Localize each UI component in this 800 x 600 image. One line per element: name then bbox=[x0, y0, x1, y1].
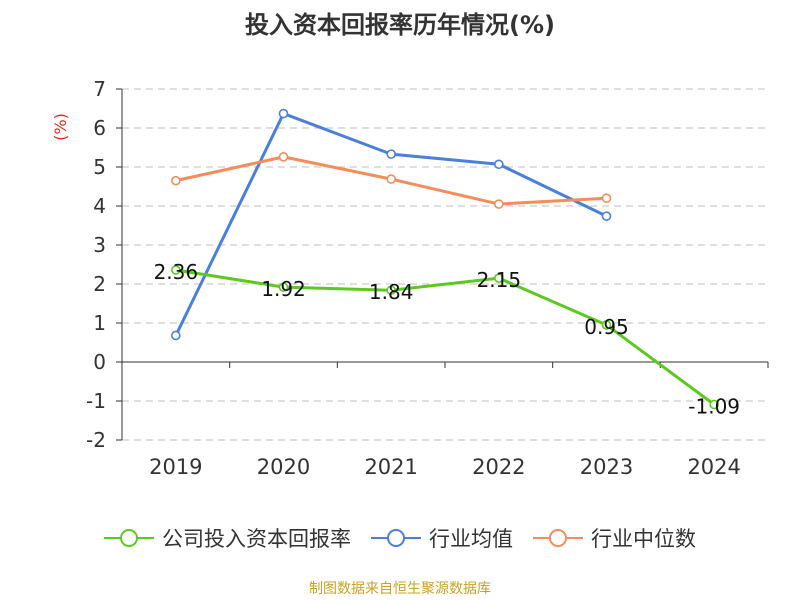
data-label: 2.36 bbox=[154, 260, 199, 284]
data-point bbox=[709, 399, 719, 410]
y-tick-label: 6 bbox=[93, 116, 106, 140]
legend-swatch bbox=[371, 528, 421, 548]
x-tick-label: 2020 bbox=[257, 455, 310, 479]
y-tick-label: 1 bbox=[93, 311, 106, 335]
data-point bbox=[494, 159, 504, 170]
series-line bbox=[175, 268, 716, 406]
y-tick-label: 3 bbox=[93, 233, 106, 257]
data-label: -1.09 bbox=[688, 395, 740, 419]
data-point bbox=[494, 273, 504, 283]
data-point bbox=[494, 199, 504, 209]
legend: 公司投入资本回报率 行业均值 行业中位数 bbox=[0, 520, 800, 556]
grid-layer bbox=[122, 88, 768, 441]
chart-title: 投入资本回报率历年情况(%) bbox=[245, 11, 555, 39]
x-tick-label: 2019 bbox=[149, 455, 202, 479]
y-tick-label: 5 bbox=[93, 155, 106, 179]
y-tick-label: 0 bbox=[93, 350, 106, 374]
y-tick-label: 4 bbox=[93, 194, 106, 218]
data-point bbox=[171, 265, 181, 275]
data-point bbox=[171, 175, 181, 186]
data-label: 0.95 bbox=[584, 315, 629, 339]
x-tick-label: 2022 bbox=[472, 455, 525, 479]
series-layer bbox=[171, 108, 719, 410]
y-tick-label: -2 bbox=[86, 428, 106, 452]
legend-label: 行业均值 bbox=[429, 527, 513, 551]
legend-item[interactable]: 行业中位数 bbox=[533, 523, 696, 553]
x-tick-label: 2021 bbox=[364, 455, 417, 479]
source-note: 制图数据来自恒生聚源数据库 bbox=[309, 581, 491, 597]
data-point bbox=[171, 330, 181, 341]
data-point bbox=[386, 149, 396, 159]
data-point bbox=[601, 320, 612, 330]
data-label: 2.15 bbox=[477, 268, 522, 292]
legend-label: 行业中位数 bbox=[591, 527, 696, 551]
data-point bbox=[601, 193, 612, 203]
label-layer: 2.36 1.92 1.84 2.15 0.95 -1.09 bbox=[154, 260, 740, 419]
data-label: 1.92 bbox=[261, 277, 306, 301]
legend-item[interactable]: 行业均值 bbox=[371, 523, 513, 553]
legend-swatch bbox=[104, 528, 154, 548]
data-label: 1.84 bbox=[369, 280, 414, 304]
legend-label: 公司投入资本回报率 bbox=[162, 527, 351, 551]
data-point bbox=[278, 152, 289, 162]
legend-swatch bbox=[533, 528, 583, 548]
data-point bbox=[278, 282, 289, 292]
y-axis-label: (%) bbox=[51, 113, 70, 141]
y-tick-label: 7 bbox=[93, 77, 106, 101]
data-point bbox=[601, 211, 612, 221]
y-tick-label: -1 bbox=[86, 389, 106, 413]
x-tick-label: 2023 bbox=[580, 455, 633, 479]
data-point bbox=[386, 174, 396, 184]
data-point bbox=[278, 108, 289, 119]
data-point bbox=[386, 285, 396, 296]
legend-item[interactable]: 公司投入资本回报率 bbox=[104, 523, 351, 553]
x-tick-label: 2024 bbox=[687, 455, 740, 479]
axis-layer: -2 -1 0 1 2 3 4 5 6 7 2019 2020 2021 2022 2023 2024 (%) bbox=[51, 77, 769, 479]
y-tick-label: 2 bbox=[93, 272, 106, 296]
